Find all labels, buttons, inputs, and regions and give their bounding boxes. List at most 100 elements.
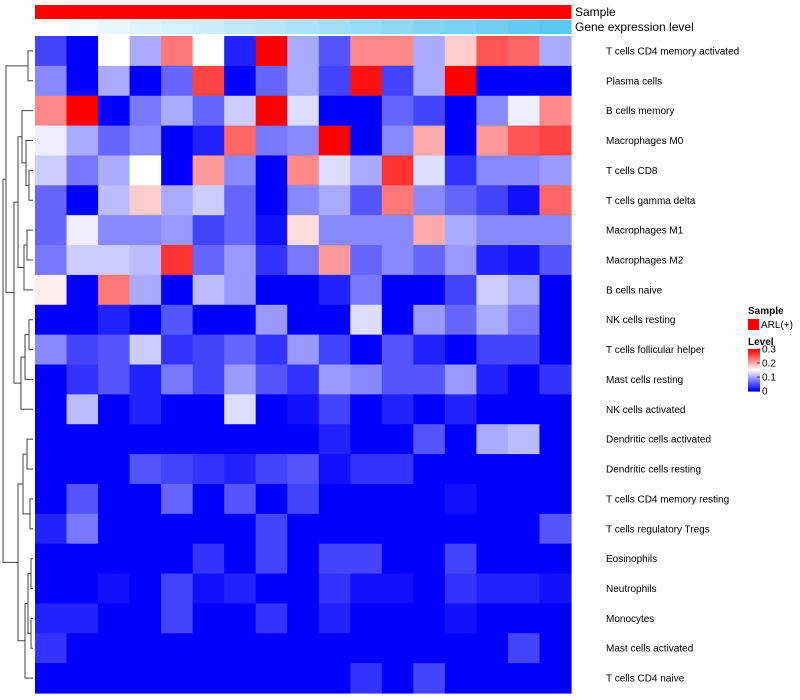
annotation-cell-sample — [255, 5, 288, 19]
heatmap-cell — [224, 155, 257, 186]
heatmap-cell — [35, 603, 68, 634]
heatmap-cell — [35, 483, 68, 515]
heatmap-cell — [444, 573, 478, 605]
heatmap-cell — [476, 543, 509, 575]
heatmap-cell — [287, 543, 320, 575]
heatmap-cell — [98, 215, 131, 246]
heatmap-cell — [192, 454, 225, 485]
heatmap-cell — [255, 543, 288, 575]
heatmap-cell — [35, 245, 68, 276]
heatmap-cell — [318, 155, 351, 186]
heatmap-cell — [66, 394, 99, 425]
heatmap-cell — [66, 364, 99, 395]
annotation-label-sample: Sample — [575, 5, 616, 19]
heatmap-cell — [476, 633, 509, 664]
heatmap-cell — [350, 185, 383, 216]
heatmap-cell — [413, 454, 446, 485]
heatmap-cell — [98, 633, 131, 664]
heatmap-cell — [350, 274, 383, 306]
row-label: Plasma cells — [606, 76, 662, 87]
heatmap-cell — [66, 424, 99, 455]
heatmap-cell — [444, 394, 478, 425]
heatmap-cell — [539, 483, 572, 515]
heatmap-cell — [350, 543, 383, 575]
heatmap-cell — [192, 274, 225, 306]
heatmap-cell — [161, 185, 194, 216]
dendrogram-branch — [30, 617, 33, 649]
row-label: Monocytes — [606, 614, 654, 625]
heatmap-cell — [161, 483, 194, 515]
heatmap-cell — [224, 394, 257, 425]
heatmap-cell — [66, 274, 99, 306]
heatmap-cell — [35, 125, 68, 157]
heatmap-cell — [350, 633, 383, 664]
heatmap-cell — [444, 513, 478, 545]
legend-gradient-step — [748, 361, 760, 363]
legend-gradient-step — [748, 389, 760, 391]
heatmap-cell — [318, 603, 351, 634]
annotation-cell-expression — [476, 20, 509, 34]
heatmap-cell — [161, 364, 194, 395]
heatmap-cell — [539, 155, 572, 186]
heatmap-cell — [413, 304, 446, 336]
heatmap-cell — [129, 454, 162, 485]
heatmap-cell — [507, 185, 541, 216]
heatmap-cell — [224, 663, 257, 694]
heatmap-cell — [476, 245, 509, 276]
heatmap-cell — [287, 394, 320, 425]
heatmap-cell — [161, 663, 194, 694]
heatmap-cell — [161, 95, 194, 127]
dendrogram-branch — [30, 558, 33, 589]
legend-gradient-step — [748, 367, 760, 369]
row-label: T cells regulatory Tregs — [606, 524, 710, 535]
heatmap-cell — [129, 364, 162, 395]
heatmap-cell — [161, 215, 194, 246]
heatmap-cell — [318, 543, 351, 575]
heatmap-cell — [539, 215, 572, 246]
heatmap-cell — [476, 424, 509, 455]
heatmap-cell — [255, 215, 288, 246]
heatmap-cell — [476, 663, 509, 694]
heatmap-cell — [129, 603, 162, 634]
dendrogram-branch — [2, 178, 18, 563]
heatmap-cell — [413, 483, 446, 515]
legend-tick-label: 0.2 — [762, 359, 776, 370]
heatmap-cell — [192, 215, 225, 246]
heatmap-cell — [381, 65, 414, 97]
heatmap-cell — [129, 304, 162, 336]
heatmap-cell — [224, 245, 257, 276]
heatmap-cell — [287, 274, 320, 306]
heatmap-cell — [129, 394, 162, 425]
heatmap-cell — [318, 65, 351, 97]
heatmap-cell — [444, 633, 478, 664]
heatmap-cell — [255, 65, 288, 97]
heatmap-cell — [287, 304, 320, 336]
heatmap-cell — [98, 155, 131, 186]
heatmap-cell — [413, 543, 446, 575]
heatmap-cell — [318, 663, 351, 694]
heatmap-cell — [192, 513, 225, 545]
heatmap-cell — [129, 334, 162, 366]
heatmap-cell — [381, 185, 414, 216]
dendrogram-branch — [17, 483, 25, 642]
legend-level-gradient — [748, 349, 760, 392]
heatmap-cell — [381, 364, 414, 395]
heatmap-cell — [255, 603, 288, 634]
heatmap-cell — [192, 394, 225, 425]
heatmap-cell — [476, 454, 509, 485]
heatmap-cell — [381, 454, 414, 485]
heatmap-cell — [255, 483, 288, 515]
heatmap-cell — [350, 364, 383, 395]
dendrogram-branch — [23, 244, 33, 291]
heatmap-cell — [255, 424, 288, 455]
heatmap-cell — [224, 36, 257, 67]
heatmap-cell — [318, 304, 351, 336]
heatmap-cell — [381, 633, 414, 664]
row-labels: T cells CD4 memory activated Plasma cells… — [606, 46, 739, 684]
heatmap-cell — [224, 424, 257, 455]
heatmap-cell — [129, 215, 162, 246]
heatmap-cell — [413, 125, 446, 157]
heatmap-cell — [66, 663, 99, 694]
heatmap-cell — [413, 424, 446, 455]
